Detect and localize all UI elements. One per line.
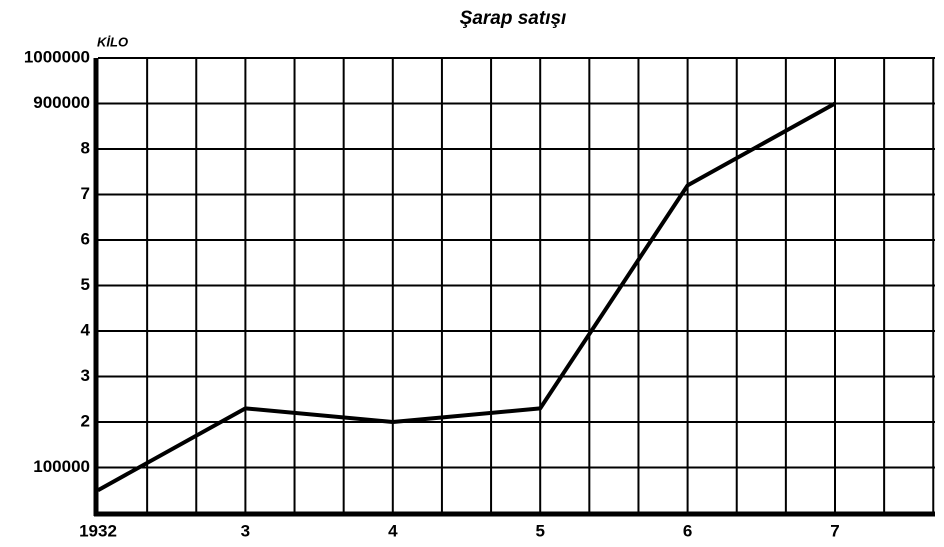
x-tick-label: 7 (830, 521, 839, 540)
y-tick-label: 100000 (33, 457, 90, 476)
y-tick-label: 7 (81, 184, 90, 203)
y-tick-label: 8 (81, 138, 90, 157)
chart-title: Şarap satışı (460, 8, 567, 29)
y-tick-label: 3 (81, 366, 90, 385)
x-tick-label: 4 (388, 521, 398, 540)
line (97, 101, 836, 492)
x-tick-label: 5 (535, 521, 544, 540)
x-tick-label: 6 (683, 521, 692, 540)
x-tick-label: 3 (241, 521, 250, 540)
y-tick-label: 2 (81, 411, 90, 430)
x-tick-label: 1932 (79, 521, 117, 540)
y-tick-label: 6 (81, 229, 90, 248)
y-unit: KİLO (97, 34, 128, 49)
y-tick-label: 900000 (33, 93, 90, 112)
y-tick-label: 5 (81, 275, 90, 294)
y-tick-label: 1000000 (24, 47, 90, 66)
y-tick-label: 4 (81, 320, 91, 339)
